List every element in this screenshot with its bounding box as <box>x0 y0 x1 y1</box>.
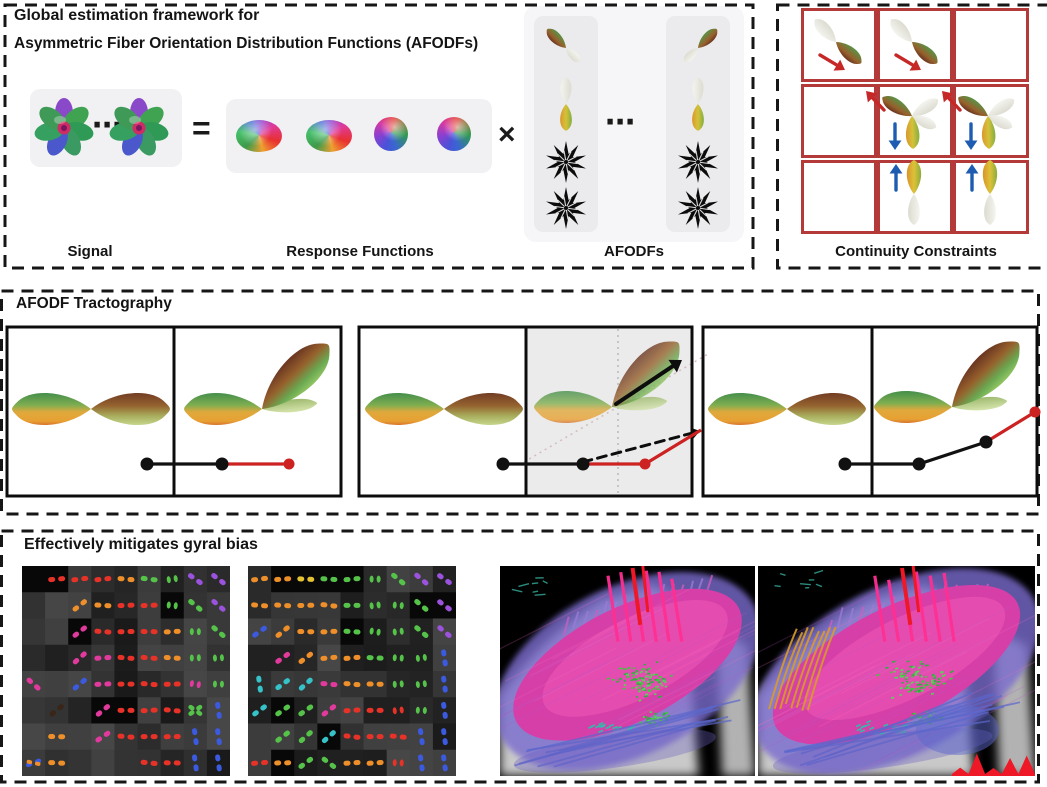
afodf-column-last <box>666 16 730 232</box>
framework-title-line1: Global estimation framework for <box>14 7 260 24</box>
constraint-cell-r2c2 <box>877 84 953 158</box>
tractogram-image-right <box>758 566 1035 776</box>
signal-ellipsis: ⋯ <box>92 109 122 142</box>
constraint-cell-r1c1 <box>801 8 877 82</box>
response-function-glyph-4 <box>437 117 471 151</box>
fodf-glyph-field-image-right <box>248 566 456 776</box>
constraint-cell-r1c2 <box>877 8 953 82</box>
fodf-glyph-field-image-left <box>22 566 230 776</box>
afodf-ellipsis: ⋯ <box>605 106 635 139</box>
signal-label: Signal <box>67 243 113 260</box>
constraint-cell-r3c3 <box>953 160 1029 234</box>
equals-sign: = <box>192 110 211 146</box>
constraint-cell-r2c1 <box>801 84 877 158</box>
response-function-glyph-2 <box>306 120 352 152</box>
response-function-glyph-1 <box>236 120 282 152</box>
response-function-glyph-3 <box>374 117 408 151</box>
tractography-title: AFODF Tractography <box>16 295 172 312</box>
constraint-cell-r3c2 <box>877 160 953 234</box>
afodf-column-first <box>534 16 598 232</box>
constraint-cell-r3c1 <box>801 160 877 234</box>
framework-title-line2: Asymmetric Fiber Orientation Distributio… <box>14 35 479 52</box>
continuity-constraints-label: Continuity Constraints <box>835 243 997 260</box>
times-sign: × <box>498 118 516 151</box>
constraint-cell-r2c3 <box>953 84 1029 158</box>
tractogram-image-left <box>500 566 755 776</box>
response-functions-label: Response Functions <box>286 243 434 260</box>
constraint-cell-r1c3 <box>953 8 1029 82</box>
afodfs-label: AFODFs <box>604 243 664 260</box>
gyral-bias-title: Effectively mitigates gyral bias <box>24 536 258 553</box>
